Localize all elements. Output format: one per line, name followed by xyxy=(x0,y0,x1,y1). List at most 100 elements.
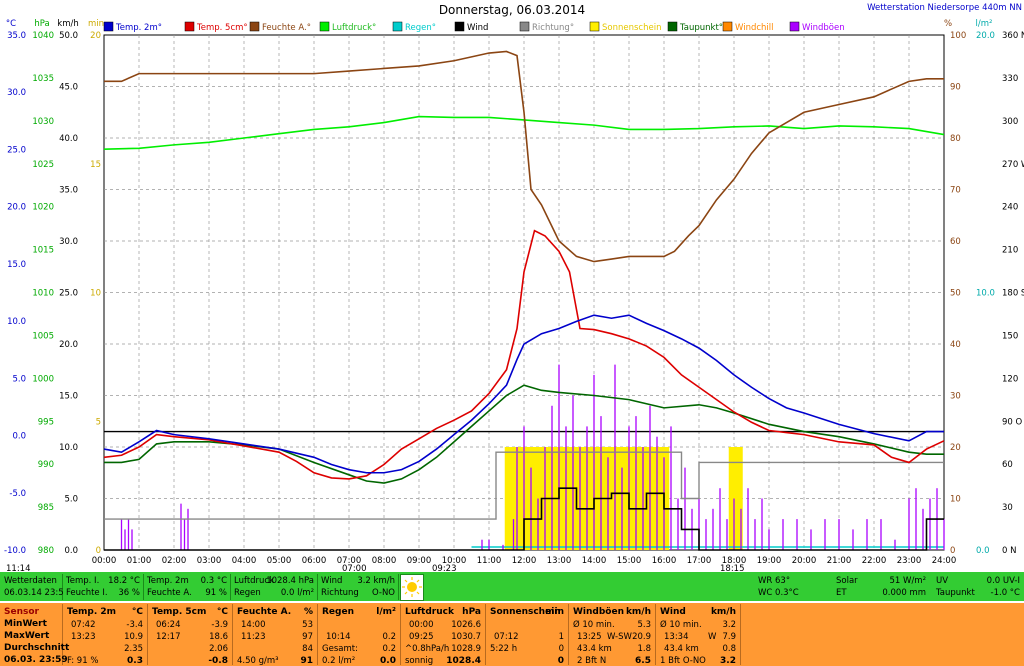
ld-avg: 1028.9 xyxy=(451,644,481,654)
rg-time-value: 0.2 xyxy=(382,632,396,642)
rg-total-label: Gesamt: xyxy=(322,644,358,654)
fa-head: Feuchte A. xyxy=(237,607,292,617)
rg-unit: l/m² xyxy=(376,607,396,617)
pct-axis-unit: % xyxy=(944,19,952,29)
pct-tick: 40 xyxy=(950,340,961,350)
wind-tick: 30.0 xyxy=(59,237,78,247)
legend-label: Windböen xyxy=(802,23,845,33)
wind-tick: 0.0 xyxy=(64,546,78,556)
temp-tick: -5.0 xyxy=(9,489,26,499)
wr-label: WR 63° xyxy=(758,576,791,586)
noon-label: 09:23 xyxy=(432,564,457,572)
dir-tick: 0 N xyxy=(1002,546,1016,556)
dir-tick: 270 W xyxy=(1002,160,1024,170)
hpa-tick: 1025 xyxy=(32,160,54,170)
temp-tick: -10.0 xyxy=(4,546,26,556)
x-tick: 20:00 xyxy=(792,556,817,566)
hpa-tick: 980 xyxy=(38,546,54,556)
wind-tick: 25.0 xyxy=(59,289,78,299)
wb-max-dir: W-SW xyxy=(607,632,632,642)
x-tick: 04:00 xyxy=(232,556,257,566)
current-data-bar: Wetterdaten 06.03.14 23:59 Temp. I. 18.2… xyxy=(0,572,1024,601)
pct-tick: 20 xyxy=(950,443,961,453)
pct-tick: 50 xyxy=(950,289,961,299)
dir-tick: 210 xyxy=(1002,246,1018,256)
fa-min: 53 xyxy=(302,620,313,630)
x-tick: 19:00 xyxy=(757,556,782,566)
luftdruck-col: Luftdruck hPa 00:00 1026.6 09:25 1030.7 … xyxy=(401,604,486,666)
legend-swatch xyxy=(103,21,114,32)
windboeen-col: Windböen km/h Ø 10 min. 5.3 13:25 W-SW 2… xyxy=(569,604,656,666)
x-tick: 23:00 xyxy=(897,556,922,566)
x-tick: 14:00 xyxy=(582,556,607,566)
hpa-tick: 1010 xyxy=(32,289,54,299)
hpa-tick: 1030 xyxy=(32,117,54,127)
taupunkt-label: Taupunkt xyxy=(936,588,975,598)
legend-swatch xyxy=(519,21,530,32)
x-tick: 05:00 xyxy=(267,556,292,566)
regen-value: 0.0 l/m² xyxy=(280,588,314,598)
t5-min: -3.9 xyxy=(211,620,228,630)
wind-cell: Wind 3.2 km/h Richtung O-NO xyxy=(318,574,399,600)
fa-min-time: 14:00 xyxy=(241,620,266,630)
rg-total: 0.2 xyxy=(382,644,396,654)
statistics-bar: Sensor MinWert MaxWert Durchschnitt 06.0… xyxy=(0,603,1024,666)
wb-now: 6.5 xyxy=(635,656,651,666)
temp-i-value: 18.2 °C xyxy=(108,576,140,586)
x-tick: 18:00 xyxy=(722,556,747,566)
wind-tick: 15.0 xyxy=(59,392,78,402)
maxwert-label: MaxWert xyxy=(4,631,50,641)
ld-min-time: 00:00 xyxy=(409,620,434,630)
sunset-label: 18:15 xyxy=(720,564,745,572)
sun-tick: 20 xyxy=(90,31,101,41)
wi-max: 7.9 xyxy=(722,632,736,642)
x-tick: 06:00 xyxy=(302,556,327,566)
dir-tick: 180 S xyxy=(1002,289,1024,299)
series-richtung xyxy=(104,451,944,520)
wi-distance: 43.4 km xyxy=(664,644,699,654)
t2-min-time: 07:42 xyxy=(71,620,96,630)
temp-tick: 15.0 xyxy=(7,260,26,270)
rg-sum: 0.2 l/m² xyxy=(322,656,356,666)
legend-label: Luftdruck° xyxy=(332,23,376,33)
durchschnitt-label: Durchschnitt xyxy=(4,643,70,653)
pct-tick: 70 xyxy=(950,186,961,196)
wb-bft: 2 Bft N xyxy=(577,656,607,666)
richtung-value: O-NO xyxy=(371,588,395,598)
dir-tick: 300 xyxy=(1002,117,1018,127)
sunshine-bar xyxy=(728,447,743,550)
wind-tick: 10.0 xyxy=(59,443,78,453)
wind-tick: 20.0 xyxy=(59,340,78,350)
wi-distance-value: 0.8 xyxy=(722,644,736,654)
t5-head: Temp. 5cm xyxy=(152,607,207,617)
ld-trend: ^0.8hPa/h xyxy=(405,644,450,654)
wb-unit: km/h xyxy=(625,607,651,617)
pct-tick: 100 xyxy=(950,31,966,41)
wi-unit: km/h xyxy=(710,607,736,617)
fa-max: 97 xyxy=(302,632,313,642)
dir-tick: 120 xyxy=(1002,374,1018,384)
ld-forecast: sonnig xyxy=(405,656,434,666)
chart-svg: Donnerstag, 06.03.2014 Wetterstation Nied… xyxy=(4,3,1024,574)
rain-tick: 10.0 xyxy=(976,289,995,299)
hpa-tick: 990 xyxy=(38,460,54,470)
wc-label: WC 0.3°C xyxy=(758,588,799,598)
fa-unit: % xyxy=(303,607,313,617)
hpa-tick: 1035 xyxy=(32,74,54,84)
ss-head: Sonnenschein xyxy=(490,607,561,617)
legend-swatch xyxy=(667,21,678,32)
dir-tick: 150 xyxy=(1002,331,1018,341)
series-temp-5cm xyxy=(103,229,945,480)
solar-value: 51 W/m² xyxy=(889,576,926,586)
regen-label: Regen xyxy=(234,588,261,598)
outdoor-cell: Temp. 2m 0.3 °C Feuchte A. 91 % xyxy=(144,574,231,600)
indoor-cell: Temp. I. 18.2 °C Feuchte I. 36 % xyxy=(63,574,144,600)
wind-tick: 45.0 xyxy=(59,83,78,93)
x-tick: 15:00 xyxy=(617,556,642,566)
rg-time: 10:14 xyxy=(326,632,351,642)
t5-min-time: 06:24 xyxy=(156,620,181,630)
temp-tick: 0.0 xyxy=(12,432,26,442)
t2-max: 10.9 xyxy=(124,632,143,642)
sun-tick: 5 xyxy=(96,417,101,427)
temp-tick: 20.0 xyxy=(7,203,26,213)
